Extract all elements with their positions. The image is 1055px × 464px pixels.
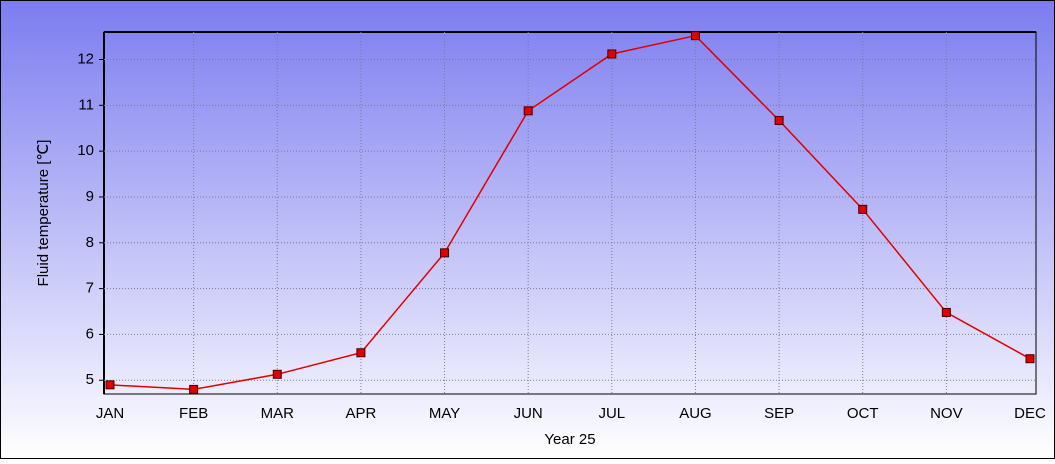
data-point	[607, 49, 617, 59]
y-tick-label: 5	[86, 371, 94, 388]
series-line	[109, 34, 1031, 391]
y-axis-label: Fluid temperature [℃]	[35, 140, 52, 287]
y-tick-label: 12	[77, 50, 94, 67]
x-tick-label: AUG	[679, 405, 712, 422]
x-tick-label: FEB	[179, 405, 208, 422]
x-axis-label: Year 25	[544, 431, 595, 448]
x-tick-label: MAY	[429, 405, 460, 422]
data-point	[774, 115, 784, 125]
y-tick-label: 8	[86, 234, 94, 251]
data-point	[858, 204, 868, 214]
x-tick-label: MAR	[261, 405, 295, 422]
x-tick-label: JUN	[514, 405, 543, 422]
data-point	[189, 384, 199, 394]
y-tick-label: 6	[86, 325, 94, 342]
data-point	[356, 348, 366, 358]
x-tick-label: JAN	[96, 405, 124, 422]
y-tick-label: 10	[77, 142, 94, 159]
data-point	[690, 31, 700, 41]
x-tick-label: OCT	[847, 405, 879, 422]
data-point	[440, 248, 450, 258]
data-point	[105, 380, 115, 390]
x-tick-label: NOV	[930, 405, 963, 422]
x-tick-label: SEP	[764, 405, 794, 422]
data-point	[523, 106, 533, 116]
data-point	[941, 307, 951, 317]
x-tick-label: DEC	[1014, 405, 1046, 422]
data-point	[272, 369, 282, 379]
data-point	[1025, 354, 1035, 364]
x-tick-label: APR	[345, 405, 376, 422]
y-tick-label: 7	[86, 280, 94, 297]
x-tick-label: JUL	[598, 405, 625, 422]
y-tick-label: 11	[78, 96, 94, 113]
y-tick-label: 9	[86, 188, 94, 205]
